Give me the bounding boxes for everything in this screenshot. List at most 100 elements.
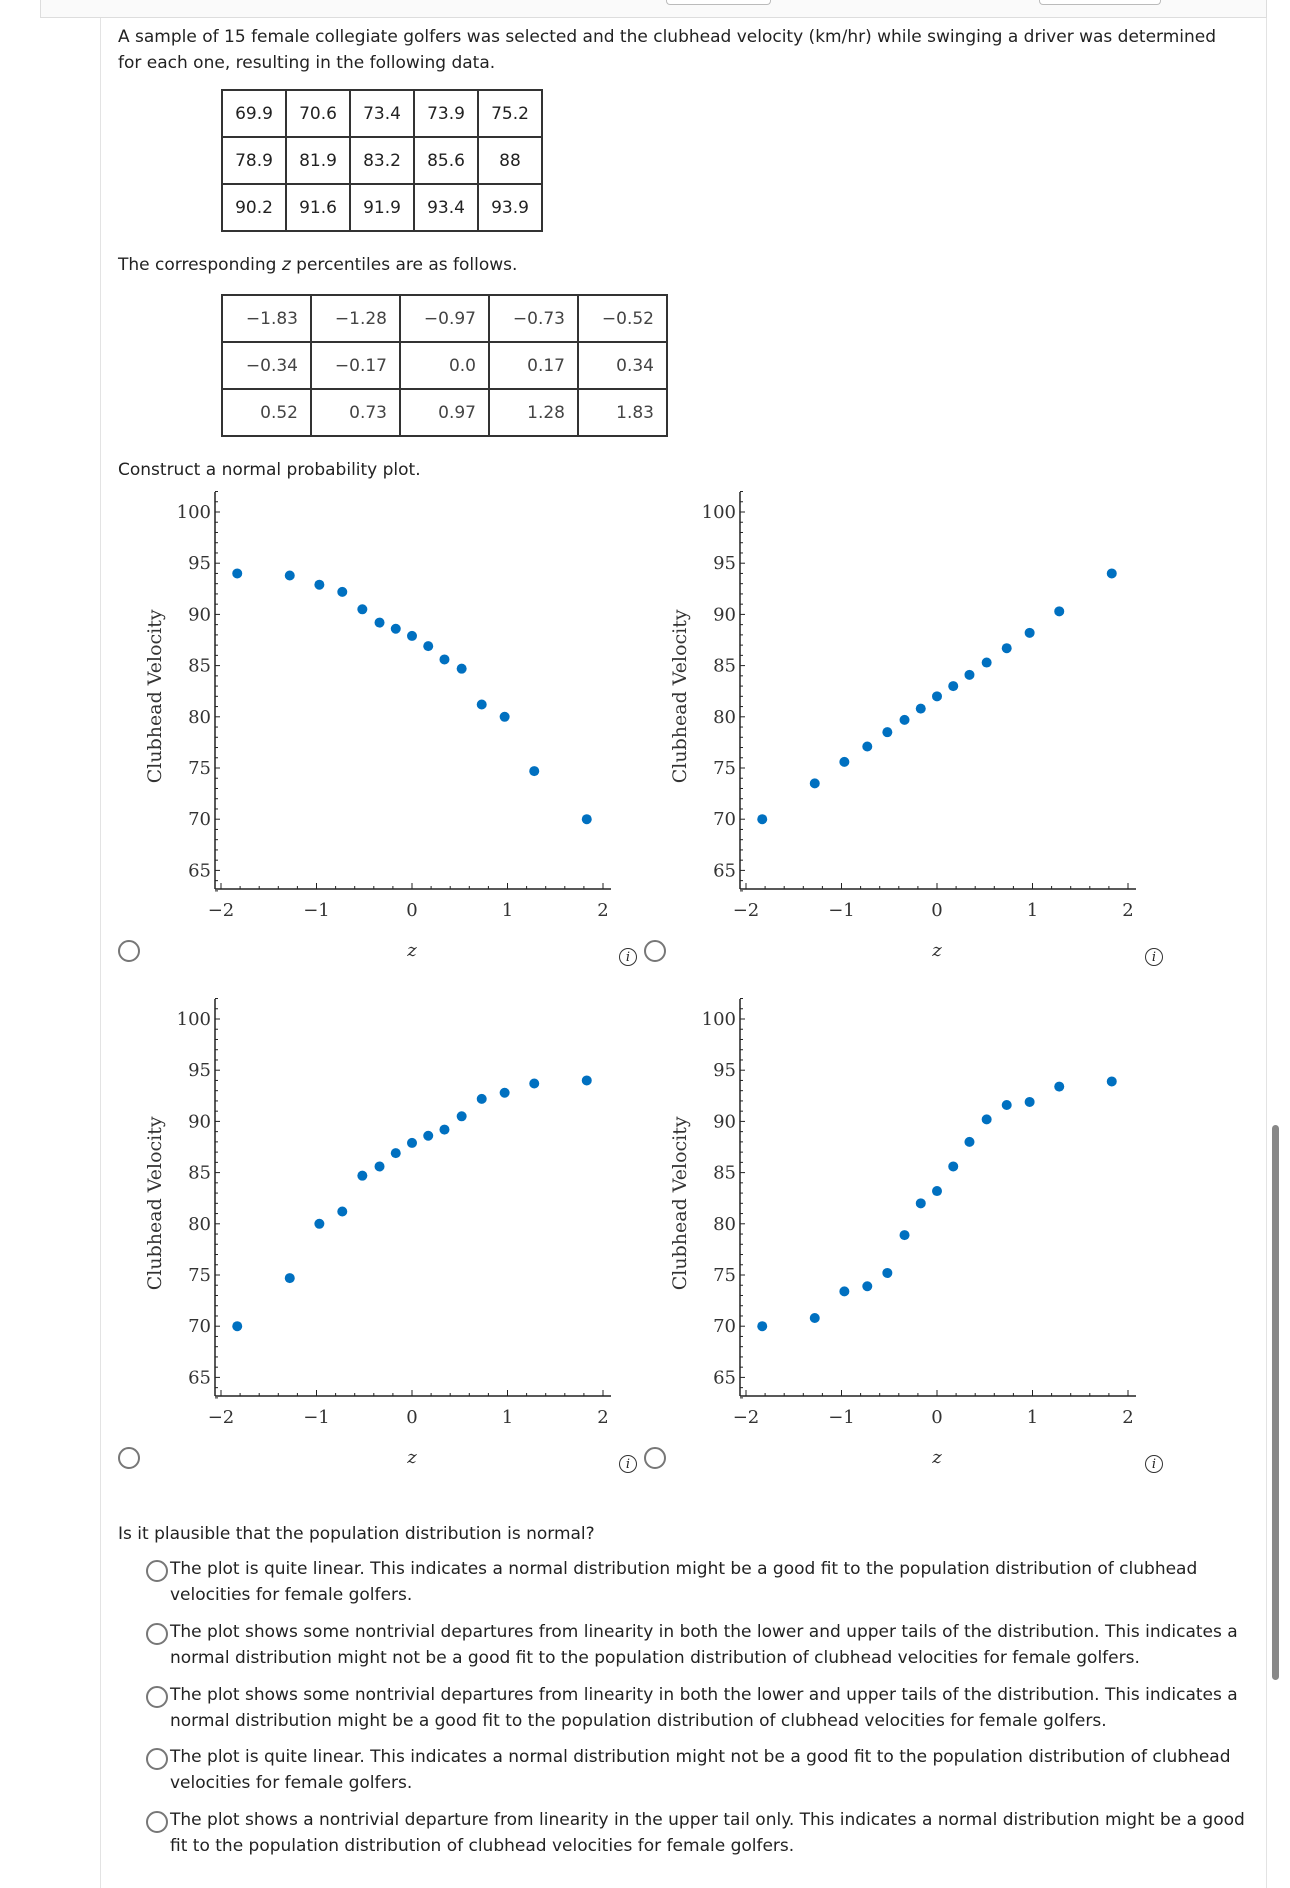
toolbar-button[interactable]: [666, 0, 771, 5]
plot-option-2-radio[interactable]: [644, 940, 666, 962]
x-axis-label: z: [931, 1447, 942, 1468]
intro-text: A sample of 15 female collegiate golfers…: [118, 27, 1217, 73]
data-point: [757, 1321, 768, 1332]
data-point: [1106, 568, 1117, 579]
table-cell: −0.17: [310, 341, 401, 390]
y-tick-label: 70: [713, 809, 736, 830]
table-row: −1.83 −1.28 −0.97 −0.73 −0.52: [221, 294, 668, 343]
y-tick-label: 65: [713, 1367, 736, 1388]
y-tick-label: 90: [188, 1111, 211, 1132]
table-row: 0.52 0.73 0.97 1.28 1.83: [221, 388, 668, 437]
data-point: [915, 1198, 926, 1209]
velocity-table: 69.9 70.6 73.4 73.9 75.2 78.9 81.9 83.2 85.6 88 90…: [221, 89, 543, 232]
data-point: [839, 756, 850, 767]
z-intro-after: percentiles are as follows.: [290, 255, 518, 275]
x-tick-label: 1: [1027, 900, 1038, 921]
x-tick-label: −1: [828, 900, 855, 921]
data-point: [948, 1161, 959, 1172]
plot-option-3-radio[interactable]: [118, 1447, 140, 1469]
x-tick-label: −1: [303, 900, 330, 921]
table-cell: −1.83: [221, 294, 312, 343]
answer-radio[interactable]: [146, 1623, 168, 1645]
table-cell: 0.97: [399, 388, 490, 437]
x-tick-label: −2: [208, 900, 235, 921]
y-tick-label: 75: [188, 758, 211, 779]
x-tick-label: −1: [303, 1407, 330, 1428]
data-point: [882, 1267, 893, 1278]
info-icon[interactable]: i: [619, 1455, 637, 1473]
data-point: [337, 586, 348, 597]
table-cell: 73.9: [413, 89, 479, 138]
y-tick-label: 70: [188, 1316, 211, 1337]
table-cell: 73.4: [349, 89, 415, 138]
table-cell: 69.9: [221, 89, 287, 138]
y-tick-label: 90: [188, 604, 211, 625]
table-cell: 83.2: [349, 136, 415, 185]
data-point: [964, 669, 975, 680]
answer-radio[interactable]: [146, 1748, 168, 1770]
y-tick-label: 65: [188, 1367, 211, 1388]
table-cell: −0.52: [577, 294, 668, 343]
data-point: [1001, 1100, 1012, 1111]
y-tick-label: 80: [713, 1214, 736, 1235]
table-cell: −0.34: [221, 341, 312, 390]
y-tick-label: 85: [188, 656, 211, 677]
y-tick-label: 65: [713, 860, 736, 881]
data-point: [357, 604, 368, 615]
data-point: [390, 623, 401, 634]
data-point: [899, 714, 910, 725]
answer-radio[interactable]: [146, 1811, 168, 1833]
data-point: [232, 568, 243, 579]
table-cell: 0.0: [399, 341, 490, 390]
data-point: [456, 1111, 467, 1122]
table-cell: 93.4: [413, 183, 479, 232]
data-point: [284, 570, 295, 581]
data-point: [809, 1313, 820, 1324]
info-icon[interactable]: i: [1145, 948, 1163, 966]
data-point: [456, 663, 467, 674]
data-point: [529, 1078, 540, 1089]
answer-radio[interactable]: [146, 1560, 168, 1582]
y-tick-label: 100: [702, 502, 736, 523]
y-tick-label: 100: [702, 1009, 736, 1030]
data-point: [499, 711, 510, 722]
plot-option-1-radio[interactable]: [118, 940, 140, 962]
answer-text: The plot shows some nontrivial departure…: [170, 1622, 1238, 1668]
scrollbar[interactable]: [1272, 1125, 1279, 1680]
x-tick-label: −2: [208, 1407, 235, 1428]
data-point: [964, 1136, 975, 1147]
table-row: 78.9 81.9 83.2 85.6 88: [221, 136, 543, 185]
x-tick-label: −2: [733, 900, 760, 921]
data-point: [882, 727, 893, 738]
y-tick-label: 80: [188, 707, 211, 728]
table-cell: 1.83: [577, 388, 668, 437]
toolbar-button[interactable]: [1039, 0, 1161, 5]
table-cell: 1.28: [488, 388, 579, 437]
table-cell: 81.9: [285, 136, 351, 185]
data-point: [932, 691, 942, 702]
data-point: [581, 814, 592, 825]
y-tick-label: 95: [188, 553, 211, 574]
y-axis-label: Clubhead Velocity: [144, 1116, 166, 1290]
data-point: [809, 778, 820, 789]
data-point: [1024, 1096, 1035, 1107]
y-tick-label: 70: [713, 1316, 736, 1337]
answer-radio[interactable]: [146, 1686, 168, 1708]
data-point: [407, 630, 417, 641]
plot-option-4-radio[interactable]: [644, 1447, 666, 1469]
data-point: [314, 1218, 325, 1229]
y-tick-label: 90: [713, 604, 736, 625]
answer-text: The plot is quite linear. This indicates…: [170, 1747, 1231, 1793]
y-tick-label: 70: [188, 809, 211, 830]
y-tick-label: 85: [188, 1163, 211, 1184]
data-point: [757, 814, 768, 825]
y-tick-label: 100: [177, 502, 211, 523]
y-tick-label: 80: [188, 1214, 211, 1235]
table-cell: 0.73: [310, 388, 401, 437]
data-point: [529, 766, 540, 777]
info-icon[interactable]: i: [1145, 1455, 1163, 1473]
data-point: [1054, 1081, 1065, 1092]
data-point: [1106, 1076, 1117, 1087]
info-icon[interactable]: i: [619, 948, 637, 966]
y-axis-label: Clubhead Velocity: [669, 609, 691, 783]
